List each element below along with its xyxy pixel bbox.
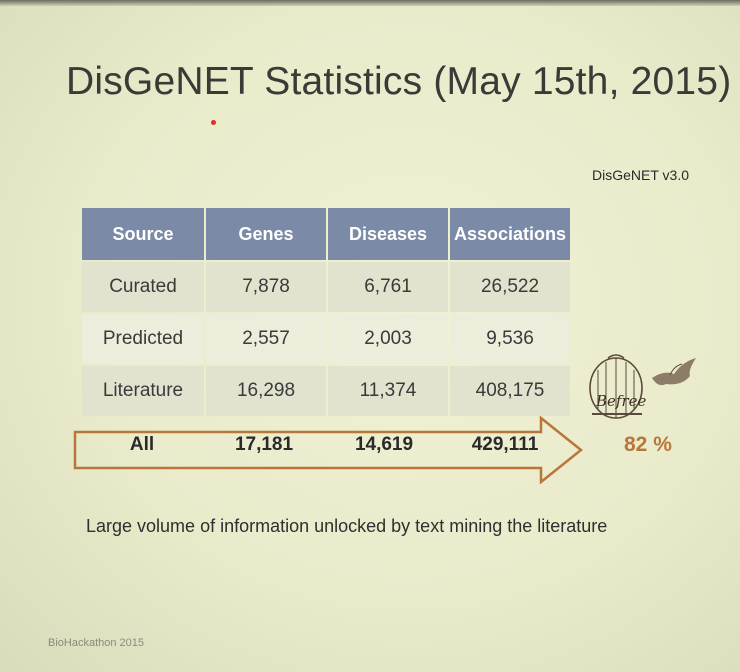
header-associations: Associations <box>450 208 570 260</box>
total-diseases: 14,619 <box>354 434 414 455</box>
total-label: All <box>129 434 155 455</box>
cell-genes: 2,557 <box>206 314 326 364</box>
total-associations: 429,111 <box>471 434 539 455</box>
header-diseases: Diseases <box>328 208 448 260</box>
header-source: Source <box>82 208 204 260</box>
version-label: DisGeNET v3.0 <box>592 167 689 183</box>
cell-associations: 408,175 <box>450 366 570 416</box>
cell-source: Curated <box>82 262 204 312</box>
cell-genes: 16,298 <box>206 366 326 416</box>
header-genes: Genes <box>206 208 326 260</box>
cell-source: Predicted <box>82 314 204 364</box>
logo-wordmark: Befree <box>595 392 646 410</box>
cell-diseases: 6,761 <box>328 262 448 312</box>
slide-title: DisGeNET Statistics (May 15th, 2015) <box>66 60 732 103</box>
table-row: Predicted 2,557 2,003 9,536 <box>82 314 570 364</box>
befree-logo-icon: Befree <box>589 354 696 419</box>
cell-genes: 7,878 <box>206 262 326 312</box>
literature-percentage: 82 % <box>624 433 672 456</box>
total-genes: 17,181 <box>234 434 294 455</box>
total-row: All 17,181 14,619 429,111 <box>80 423 566 467</box>
table-header-row: Source Genes Diseases Associations <box>82 208 570 260</box>
cell-associations: 26,522 <box>450 262 570 312</box>
table-row: Literature 16,298 11,374 408,175 <box>82 366 570 416</box>
laser-pointer-dot <box>211 120 216 125</box>
cell-diseases: 2,003 <box>328 314 448 364</box>
cell-associations: 9,536 <box>450 314 570 364</box>
footer-text: BioHackathon 2015 <box>48 637 145 649</box>
cell-source: Literature <box>82 366 204 416</box>
total-row-arrow <box>73 416 584 484</box>
cell-diseases: 11,374 <box>328 366 448 416</box>
table-row: Curated 7,878 6,761 26,522 <box>82 262 570 312</box>
footnote-text: Large volume of information unlocked by … <box>86 516 608 536</box>
statistics-table: Source Genes Diseases Associations Curat… <box>80 206 572 418</box>
slide-top-edge <box>0 0 740 6</box>
